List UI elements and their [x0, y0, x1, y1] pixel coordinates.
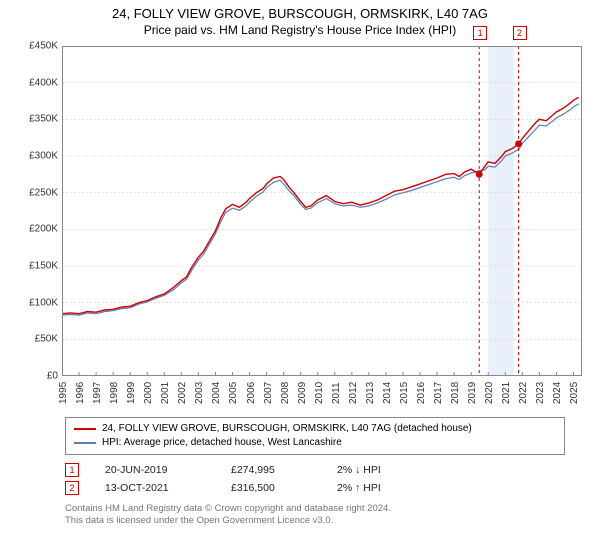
- event-delta: 2% ↓ HPI: [337, 464, 381, 476]
- y-axis-label: £300K: [29, 150, 62, 161]
- plot-frame: [62, 46, 582, 376]
- x-axis-label: 2007: [263, 382, 274, 404]
- event-price: £274,995: [231, 464, 311, 476]
- x-axis-label: 1996: [75, 382, 86, 404]
- legend-swatch: [74, 442, 96, 444]
- y-axis-label: £250K: [29, 187, 62, 198]
- event-number-box: 2: [65, 481, 79, 495]
- footnote: Contains HM Land Registry data © Crown c…: [65, 503, 565, 528]
- event-price: £316,500: [231, 482, 311, 494]
- x-axis-label: 2012: [348, 382, 359, 404]
- y-axis-label: £450K: [29, 40, 62, 51]
- x-axis-label: 2006: [246, 382, 257, 404]
- x-axis-label: 1997: [92, 382, 103, 404]
- x-axis-label: 2010: [314, 382, 325, 404]
- chart-subtitle: Price paid vs. HM Land Registry's House …: [10, 23, 590, 37]
- x-axis-label: 2019: [467, 382, 478, 404]
- event-marker: 1: [473, 26, 487, 40]
- x-axis-label: 2024: [552, 382, 563, 404]
- x-axis-label: 2025: [569, 382, 580, 404]
- plot-region: £0£50K£100K£150K£200K£250K£300K£350K£400…: [62, 46, 582, 376]
- chart-title: 24, FOLLY VIEW GROVE, BURSCOUGH, ORMSKIR…: [10, 6, 590, 23]
- event-marker: 2: [513, 26, 527, 40]
- x-axis-label: 2003: [194, 382, 205, 404]
- event-row: 1 20-JUN-2019 £274,995 2% ↓ HPI: [65, 461, 565, 479]
- y-axis-label: £0: [47, 370, 62, 381]
- x-axis-label: 2016: [416, 382, 427, 404]
- y-axis-label: £150K: [29, 260, 62, 271]
- x-axis-label: 2018: [450, 382, 461, 404]
- legend-item: HPI: Average price, detached house, West…: [74, 436, 556, 450]
- x-axis-label: 2011: [331, 382, 342, 404]
- event-row: 2 13-OCT-2021 £316,500 2% ↑ HPI: [65, 479, 565, 497]
- footnote-line: Contains HM Land Registry data © Crown c…: [65, 503, 565, 515]
- x-axis-label: 1999: [126, 382, 137, 404]
- x-axis-label: 2009: [297, 382, 308, 404]
- events-table: 1 20-JUN-2019 £274,995 2% ↓ HPI 2 13-OCT-2021…: [65, 461, 565, 497]
- x-axis-label: 2014: [382, 382, 393, 404]
- x-axis-label: 2008: [280, 382, 291, 404]
- event-number-box: 1: [65, 463, 79, 477]
- y-axis-label: £400K: [29, 77, 62, 88]
- event-delta: 2% ↑ HPI: [337, 482, 381, 494]
- x-axis-label: 2013: [365, 382, 376, 404]
- x-axis-label: 2023: [535, 382, 546, 404]
- legend: 24, FOLLY VIEW GROVE, BURSCOUGH, ORMSKIR…: [65, 417, 565, 455]
- y-axis-label: £50K: [35, 334, 62, 345]
- x-axis-label: 2015: [399, 382, 410, 404]
- y-axis-label: £100K: [29, 297, 62, 308]
- x-axis-label: 2001: [160, 382, 171, 404]
- legend-label: HPI: Average price, detached house, West…: [102, 436, 342, 450]
- x-axis-label: 2000: [143, 382, 154, 404]
- x-axis-label: 1998: [109, 382, 120, 404]
- x-axis-label: 2022: [518, 382, 529, 404]
- event-date: 20-JUN-2019: [105, 464, 205, 476]
- chart-container: 24, FOLLY VIEW GROVE, BURSCOUGH, ORMSKIR…: [0, 0, 600, 560]
- footnote-line: This data is licensed under the Open Gov…: [65, 515, 565, 527]
- x-axis-label: 2017: [433, 382, 444, 404]
- chart-area: £0 £50K £100K £150K £200K £250K £300K £350K £400…: [22, 41, 587, 411]
- x-axis-label: 2020: [484, 382, 495, 404]
- x-axis-label: 2002: [177, 382, 188, 404]
- legend-swatch: [74, 428, 96, 430]
- x-axis-label: 2004: [211, 382, 222, 404]
- y-axis-label: £200K: [29, 224, 62, 235]
- x-axis-label: 1995: [58, 382, 69, 404]
- x-axis-label: 2021: [501, 382, 512, 404]
- y-axis-label: £350K: [29, 114, 62, 125]
- legend-label: 24, FOLLY VIEW GROVE, BURSCOUGH, ORMSKIR…: [102, 422, 472, 436]
- event-date: 13-OCT-2021: [105, 482, 205, 494]
- x-axis-label: 2005: [228, 382, 239, 404]
- legend-item: 24, FOLLY VIEW GROVE, BURSCOUGH, ORMSKIR…: [74, 422, 556, 436]
